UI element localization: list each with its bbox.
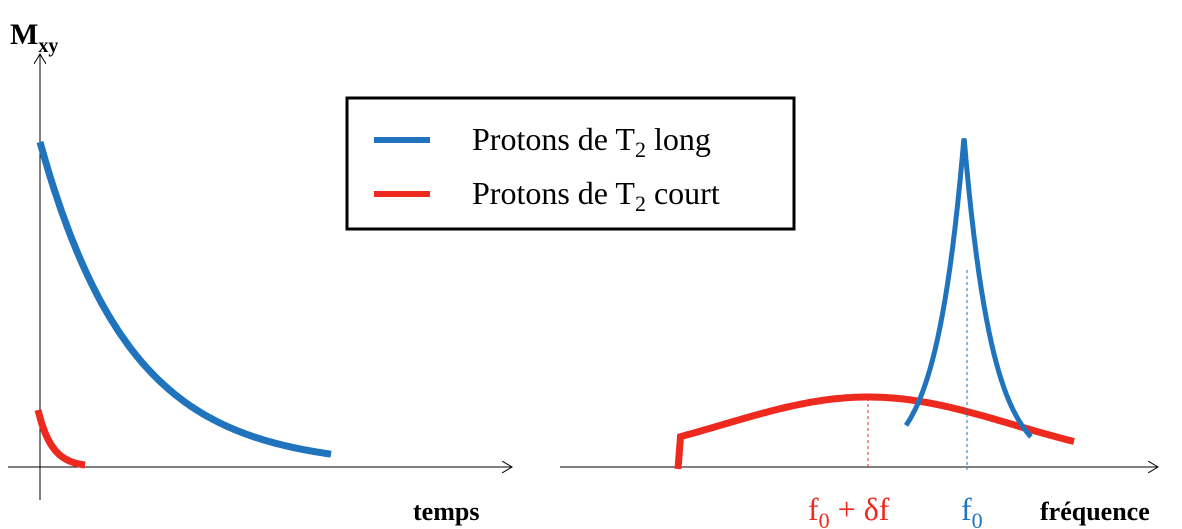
legend-box [345, 96, 796, 231]
x-axis-label-time: temps [413, 497, 479, 526]
legend: Protons de T2 long Protons de T2 court [345, 96, 796, 231]
long-t2-spectrum-curve [903, 138, 1033, 439]
y-axis-label: Mxy [10, 18, 58, 57]
long-t2-decay-curve [36, 141, 332, 458]
short-t2-decay-curve [34, 409, 86, 469]
short-t2-spectrum-curve [674, 393, 1075, 470]
red-peak-label: f0 + δf [808, 491, 890, 529]
legend-label-long: Protons de T2 long [472, 121, 711, 162]
x-axis-label-frequency: fréquence [1040, 497, 1150, 526]
legend-label-short: Protons de T2 court [472, 175, 720, 216]
blue-peak-label: f0 [961, 491, 983, 529]
